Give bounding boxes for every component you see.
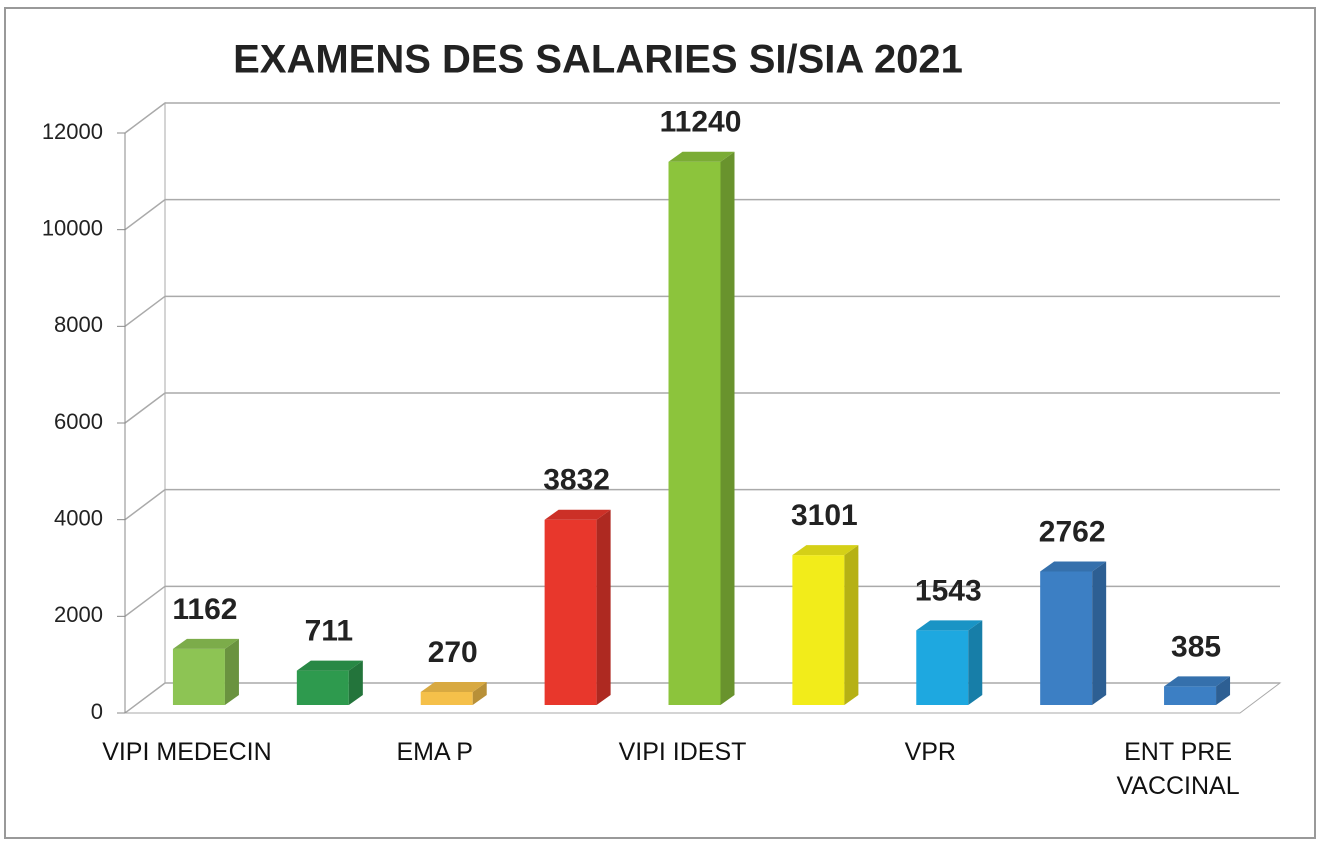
chart-title: EXAMENS DES SALARIES SI/SIA 2021 [233, 38, 963, 82]
bar [668, 151, 735, 705]
value-label: 1162 [172, 593, 237, 626]
frame [4, 7, 1316, 839]
bar-side [224, 638, 239, 705]
bar-front [792, 555, 845, 705]
grid-line [124, 682, 1280, 714]
grid-line [124, 198, 1280, 231]
bar-top [792, 545, 859, 556]
bar-side [1092, 561, 1107, 705]
bar-side [472, 681, 487, 705]
bar-top [172, 638, 239, 649]
value-label: 1543 [915, 574, 982, 607]
value-label: 711 [305, 615, 353, 648]
bar-front [668, 161, 721, 705]
bar [1040, 561, 1107, 705]
bar-top [668, 151, 735, 162]
grid-line [124, 488, 1280, 521]
value-label: 11240 [660, 106, 742, 139]
bar-side [720, 151, 735, 705]
bar [420, 681, 487, 705]
bar [544, 509, 611, 705]
y-tick-label: 2000 [54, 602, 103, 627]
value-label: 270 [428, 636, 478, 669]
bar-top [1164, 676, 1231, 687]
bar-side [596, 509, 611, 705]
grid-line [124, 392, 1280, 424]
x-tick-label: VPR [904, 738, 956, 766]
bar-top [1040, 561, 1107, 572]
bar-front [1040, 571, 1093, 705]
bar-front [1164, 686, 1217, 705]
grid-line [124, 295, 1280, 327]
bar [916, 620, 983, 705]
x-tick-label: VIPI IDEST [618, 738, 747, 766]
y-tick-label: 8000 [54, 312, 103, 337]
y-tick-label: 6000 [54, 409, 103, 434]
y-tick-label: 0 [91, 699, 103, 724]
bar [1164, 676, 1231, 705]
bar-top [544, 509, 611, 520]
value-label: 2762 [1039, 515, 1106, 548]
bar-top [916, 620, 983, 631]
bar-front [420, 691, 473, 705]
bar-top [420, 681, 487, 692]
x-tick-label: EMA P [396, 738, 473, 766]
bar [792, 545, 859, 705]
bar-side [844, 545, 859, 705]
bar-front [172, 648, 225, 705]
bar [296, 660, 363, 705]
bar-side [1216, 676, 1231, 705]
value-label: 3832 [543, 464, 610, 497]
y-tick-label: 12000 [42, 119, 103, 144]
grid-line [124, 102, 1280, 134]
grid-line [124, 585, 1280, 617]
y-tick-label: 4000 [54, 505, 103, 530]
bar-side [968, 620, 983, 705]
bar [172, 638, 239, 705]
bar-side [348, 660, 363, 705]
bar-front [296, 670, 349, 705]
y-tick-label: 10000 [42, 215, 103, 240]
value-label: 385 [1171, 630, 1221, 663]
value-label: 3101 [791, 499, 858, 532]
bar-top [296, 660, 363, 671]
x-tick-label: ENT PRE VACCINAL [1116, 738, 1240, 800]
bar-front [544, 519, 597, 705]
x-tick-label: VIPI MEDECIN [102, 738, 272, 766]
bar-front [916, 630, 969, 705]
